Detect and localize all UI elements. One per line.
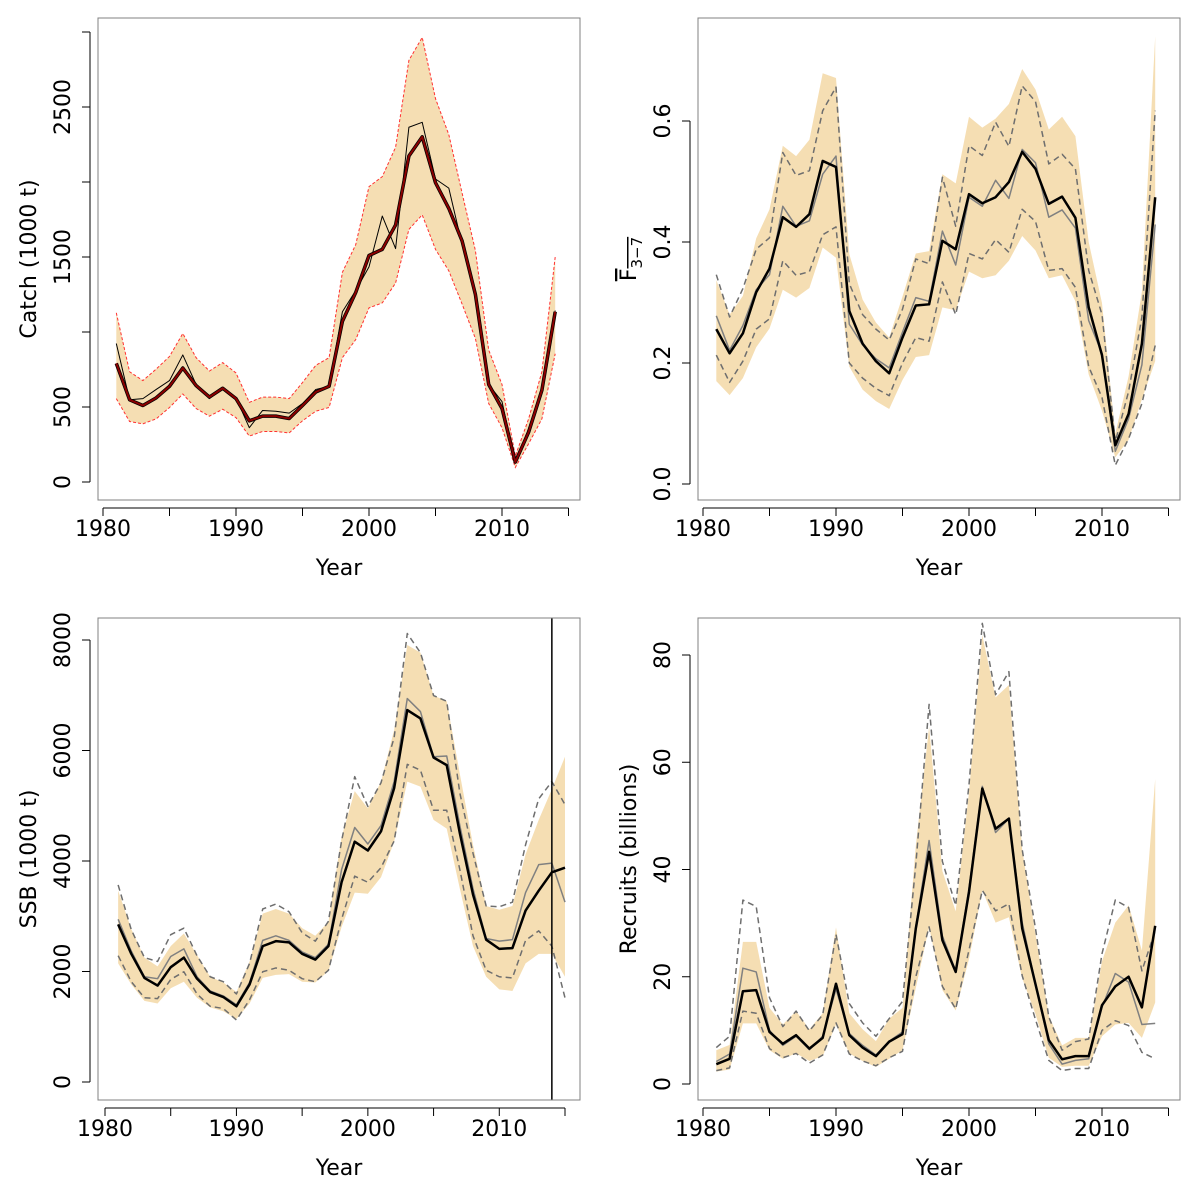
y-tick-label: 20 — [651, 963, 676, 991]
x-tick-label: 2000 — [341, 517, 397, 542]
x-tick-label: 2010 — [1074, 517, 1130, 542]
y-axis: 0.0 0.2 0.4 0.6 — [651, 104, 691, 502]
series-lower-interval — [117, 763, 566, 1021]
panel-recruits: 1980 1990 2000 2010 Year 0 20 40 60 80 Recruits (b… — [617, 617, 1181, 1181]
series-observed-catch — [115, 121, 556, 464]
series-upper-interval — [715, 622, 1156, 1051]
y-tick-label: 0.2 — [651, 346, 676, 381]
x-tick-label: 2000 — [941, 517, 997, 542]
y-axis: 0 500 1500 2500 — [51, 31, 91, 489]
y-axis: 0 20 40 60 80 — [651, 641, 691, 1091]
x-tick-label: 1980 — [675, 1117, 731, 1142]
band-upper-edge — [115, 36, 556, 458]
series-estimate — [715, 150, 1157, 447]
x-tick-label: 2010 — [471, 1117, 527, 1142]
band-lower-edge — [115, 213, 556, 469]
y-axis-title: Catch (1000 t) — [17, 179, 42, 338]
series-estimated-catch — [115, 135, 557, 464]
y-axis-title: F3−7 — [617, 237, 646, 281]
x-axis: 1980 1990 2000 2010 — [75, 507, 569, 542]
y-tick-label: 0 — [51, 1075, 76, 1089]
x-axis-title: Year — [315, 1156, 364, 1181]
plot-frame — [97, 617, 581, 1101]
confidence-band — [716, 36, 1156, 458]
series-estimate — [715, 787, 1157, 1066]
y-tick-label: 6000 — [51, 723, 76, 779]
y-tick-label: 2000 — [51, 944, 76, 1000]
y-tick-label: 0.6 — [651, 104, 676, 139]
x-tick-label: 1990 — [808, 517, 864, 542]
y-tick-label: 60 — [651, 748, 676, 776]
y-tick-label: 0.4 — [651, 225, 676, 260]
y-axis-title: SSB (1000 t) — [17, 790, 42, 929]
confidence-band — [118, 644, 566, 1019]
panel-catch: 1980 1990 2000 2010 Year 0 500 1500 2500 Catch (1… — [17, 17, 581, 581]
y-tick-label: 0.0 — [651, 467, 676, 502]
x-axis-title: Year — [315, 556, 364, 581]
series-alternative-estimate — [117, 697, 566, 1006]
y-tick-label: 8000 — [51, 612, 76, 668]
x-tick-label: 2010 — [1074, 1117, 1130, 1142]
y-axis: 0 2000 4000 6000 8000 — [51, 612, 91, 1089]
y-axis-title: Recruits (billions) — [617, 764, 642, 955]
x-tick-label: 1980 — [675, 517, 731, 542]
x-axis-title: Year — [915, 1156, 964, 1181]
y-tick-label: 80 — [651, 641, 676, 669]
series-estimate-outline — [114, 135, 557, 464]
plot-frame — [97, 17, 581, 501]
x-tick-label: 2010 — [474, 517, 530, 542]
x-tick-label: 1990 — [808, 1117, 864, 1142]
panel-fbar: 1980 1990 2000 2010 Year 0.0 0.2 0.4 0.6 F3−7 — [617, 17, 1181, 581]
y-tick-label: 0 — [51, 475, 76, 489]
y-tick-label: 2500 — [51, 79, 76, 135]
x-axis-title: Year — [915, 556, 964, 581]
series-upper-interval — [715, 85, 1156, 443]
series-alternative-estimate — [715, 148, 1156, 453]
y-tick-label: 4000 — [51, 833, 76, 889]
x-axis: 1980 1990 2000 2010 — [77, 1107, 566, 1142]
panel-ssb: 1980 1990 2000 2010 Year 0 2000 4000 6000 8000 SSB… — [17, 612, 581, 1181]
x-tick-label: 1990 — [208, 1117, 264, 1142]
series-estimate — [117, 708, 566, 1008]
y-tick-label: 500 — [51, 386, 76, 428]
x-axis: 1980 1990 2000 2010 — [675, 1107, 1169, 1142]
x-tick-label: 1990 — [208, 517, 264, 542]
series-lower-interval — [715, 208, 1156, 466]
x-tick-label: 1980 — [77, 1117, 133, 1142]
y-tick-label: 0 — [651, 1077, 676, 1091]
plot-frame — [697, 17, 1181, 501]
x-tick-label: 2000 — [340, 1117, 396, 1142]
x-axis: 1980 1990 2000 2010 — [675, 507, 1169, 542]
y-tick-label: 40 — [651, 856, 676, 884]
x-tick-label: 1980 — [75, 517, 131, 542]
x-tick-label: 2000 — [941, 1117, 997, 1142]
confidence-band — [116, 37, 556, 468]
plot-frame — [697, 617, 1181, 1101]
series-lower-interval — [716, 889, 1156, 1072]
y-tick-label: 1500 — [51, 229, 76, 285]
confidence-band — [716, 635, 1156, 1072]
